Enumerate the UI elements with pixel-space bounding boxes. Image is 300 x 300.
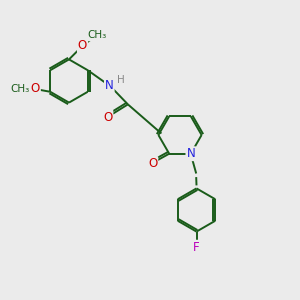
Text: N: N [186, 147, 195, 160]
Text: O: O [78, 39, 87, 52]
Text: N: N [105, 79, 114, 92]
Text: F: F [193, 241, 200, 254]
Text: H: H [117, 75, 124, 85]
Text: O: O [148, 157, 157, 170]
Text: O: O [31, 82, 40, 95]
Text: O: O [103, 111, 112, 124]
Text: CH₃: CH₃ [10, 84, 29, 94]
Text: CH₃: CH₃ [87, 30, 106, 40]
